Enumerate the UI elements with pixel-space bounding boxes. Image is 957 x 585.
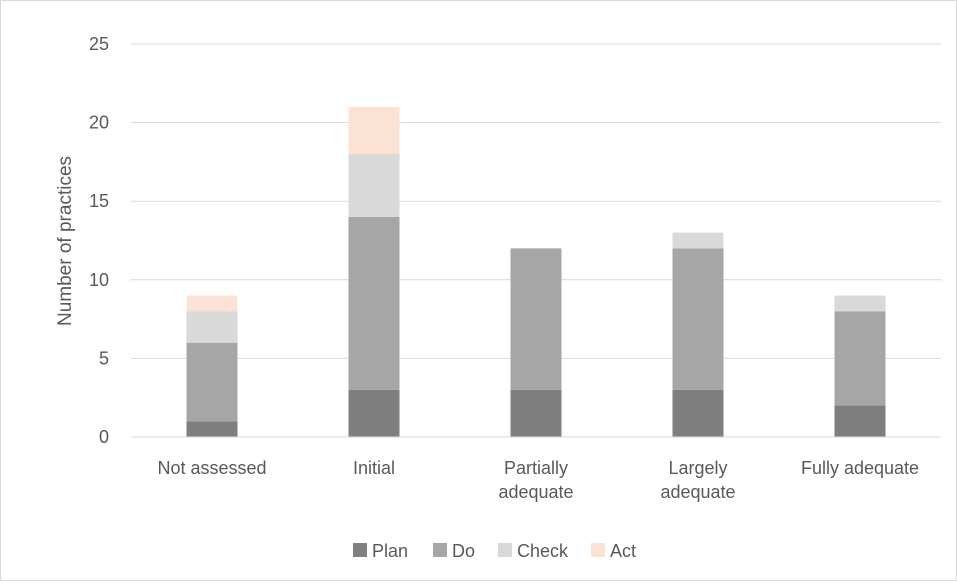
gridlines	[131, 43, 941, 359]
y-tick-label: 25	[89, 34, 109, 54]
legend-label-do: Do	[452, 541, 475, 561]
x-category-label: Not assessed	[157, 458, 266, 478]
y-tick-label: 5	[99, 348, 109, 368]
bar-segment-act	[186, 295, 238, 312]
x-category-label: Partially adequate	[498, 458, 573, 502]
bar-segment-plan	[186, 421, 238, 437]
legend-label-act: Act	[610, 541, 636, 561]
x-axis-categories: Not assessed Initial Partially adequateLarg…	[157, 458, 919, 502]
legend-swatch-check	[498, 543, 512, 557]
x-category-label-line: Initial	[353, 458, 395, 478]
legend: Plan Do Check Act	[353, 541, 636, 561]
bar-segment-plan	[834, 405, 886, 437]
legend-swatch-act	[591, 543, 605, 557]
x-category-label: Largely adequate	[660, 458, 735, 502]
legend-label-check: Check	[517, 541, 569, 561]
x-category-label-line: Not assessed	[157, 458, 266, 478]
bar-segment-act	[348, 106, 400, 155]
x-category-label: Initial	[353, 458, 395, 478]
bar-segment-check	[672, 232, 724, 249]
y-tick-label: 15	[89, 191, 109, 211]
x-category-label-line: Partially	[504, 458, 568, 478]
x-category-label-line: Largely	[668, 458, 727, 478]
y-tick-label: 10	[89, 270, 109, 290]
y-tick-label: 20	[89, 113, 109, 133]
x-category-label-line: adequate	[498, 482, 573, 502]
y-tick-label: 0	[99, 427, 109, 447]
x-category-label: Fully adequate	[801, 458, 919, 478]
bar-segment-check	[348, 154, 400, 217]
bar-segment-plan	[672, 389, 724, 437]
bar-segment-plan	[348, 389, 400, 437]
y-axis-title: Number of practices	[55, 156, 76, 326]
legend-swatch-do	[433, 543, 447, 557]
bar-segment-do	[672, 248, 724, 390]
legend-label-plan: Plan	[372, 541, 408, 561]
bar-segment-do	[186, 342, 238, 422]
bar-segment-check	[834, 295, 886, 312]
x-category-label-line: Fully adequate	[801, 458, 919, 478]
bar-segment-plan	[510, 389, 562, 437]
bar-segment-do	[834, 311, 886, 406]
bar-segment-do	[348, 216, 400, 390]
y-axis-ticks: 0 5 10 15 20 25	[89, 34, 109, 447]
bar-segment-do	[510, 248, 562, 390]
x-category-label-line: adequate	[660, 482, 735, 502]
legend-swatch-plan	[353, 543, 367, 557]
bar-segment-check	[186, 311, 238, 343]
bars	[186, 106, 886, 437]
